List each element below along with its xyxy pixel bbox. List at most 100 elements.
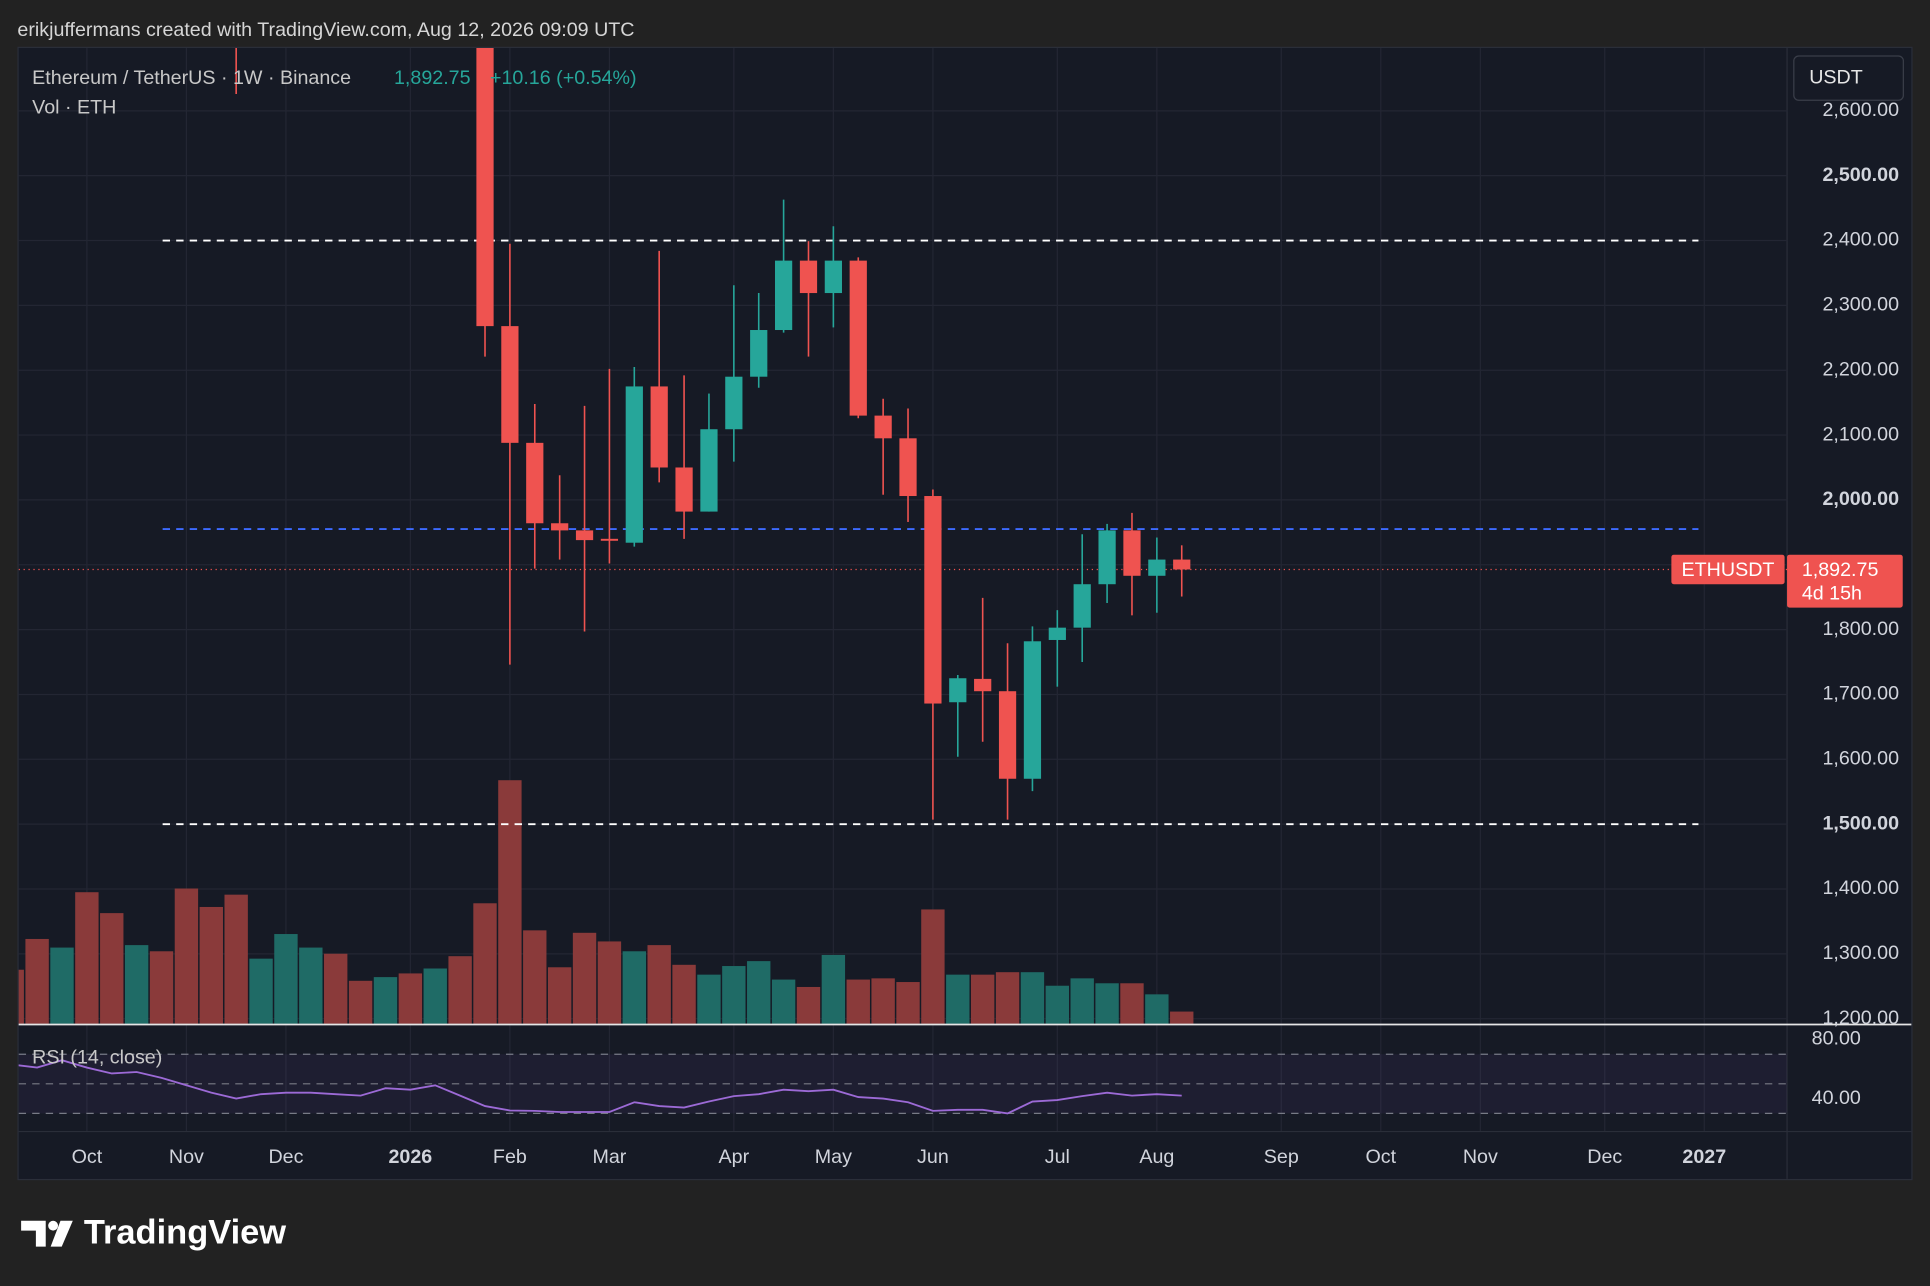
volume-bar xyxy=(597,941,622,1024)
logo-dot xyxy=(48,1220,59,1231)
volume-bar xyxy=(224,894,248,1024)
candle-body xyxy=(1173,559,1191,570)
volume-bar xyxy=(821,954,846,1024)
candle-body xyxy=(501,326,519,443)
y-tick-label: 2,300.00 xyxy=(1822,294,1899,316)
volume-bar xyxy=(25,938,49,1024)
volume-bar xyxy=(100,913,124,1024)
volume-bar xyxy=(398,973,423,1024)
candle-body xyxy=(700,429,718,512)
rsi-title: RSI (14, close) xyxy=(32,1047,162,1069)
volume-bar xyxy=(672,964,696,1024)
y-tick-label: 2,000.00 xyxy=(1822,488,1899,510)
candle-body xyxy=(874,415,892,439)
volume-bar xyxy=(697,974,721,1024)
x-tick-label: 2026 xyxy=(388,1146,432,1168)
volume-bar xyxy=(299,947,323,1024)
rsi-tick-label: 80.00 xyxy=(1812,1028,1861,1050)
brand-logo: TradingView xyxy=(21,1213,286,1251)
volume-bar xyxy=(75,892,99,1024)
volume-bar xyxy=(1145,994,1169,1024)
levels xyxy=(18,239,1788,826)
symbol-title: Ethereum / TetherUS · 1W · Binance xyxy=(32,67,351,89)
y-tick-label: 2,600.00 xyxy=(1822,99,1899,121)
volume-bar xyxy=(1020,972,1045,1024)
logo-shape xyxy=(21,1220,46,1247)
price-tag-label: 1,892.75 xyxy=(1802,559,1879,581)
volume-title: Vol · ETH xyxy=(32,96,116,118)
x-tick-label: Oct xyxy=(1365,1146,1396,1168)
volume-bar xyxy=(498,780,522,1024)
candle-body xyxy=(949,678,967,703)
ticker-tag xyxy=(1671,554,1785,585)
candle-body xyxy=(551,523,569,531)
y-tick-label: 1,700.00 xyxy=(1822,683,1899,705)
candle-body xyxy=(974,678,992,692)
volume-bar xyxy=(18,969,24,1024)
x-tick-label: Nov xyxy=(169,1146,204,1168)
volume-bar xyxy=(348,980,373,1024)
volume-bar xyxy=(149,951,174,1024)
volume-bar xyxy=(995,972,1020,1024)
candle-body xyxy=(476,47,494,327)
volume-bar xyxy=(523,930,547,1024)
volume-bar xyxy=(1120,983,1144,1024)
x-tick-label: Nov xyxy=(1463,1146,1498,1168)
candle-body xyxy=(799,260,818,294)
currency-button[interactable] xyxy=(1793,55,1904,101)
y-tick-label: 2,100.00 xyxy=(1822,423,1899,445)
x-tick-label: Oct xyxy=(72,1146,103,1168)
rsi-pane xyxy=(18,1053,1788,1115)
volume-bar xyxy=(373,977,398,1024)
candle-body xyxy=(650,386,668,468)
volume-bar xyxy=(1170,1011,1194,1024)
x-tick-label: 2027 xyxy=(1682,1146,1726,1168)
candle-body xyxy=(1148,559,1166,576)
y-tick-label: 1,800.00 xyxy=(1822,618,1899,640)
candle-body xyxy=(625,386,643,543)
volume-bar xyxy=(871,978,895,1024)
price-tag xyxy=(1787,554,1903,608)
volume-bar xyxy=(423,968,447,1024)
candle-body xyxy=(1048,627,1066,640)
volume-bar xyxy=(1070,978,1094,1024)
candle-body xyxy=(575,530,594,541)
x-tick-label: Apr xyxy=(719,1146,750,1168)
y-tick-label: 2,500.00 xyxy=(1822,164,1899,186)
volume-bar xyxy=(896,982,920,1024)
candles xyxy=(235,47,1191,820)
volume-bar xyxy=(547,967,572,1024)
y-tick-label: 1,400.00 xyxy=(1822,877,1899,899)
brand-name: TradingView xyxy=(84,1213,286,1251)
attribution: erikjuffermans created with TradingView.… xyxy=(17,19,634,41)
candle-body xyxy=(924,496,942,704)
header-price: 1,892.75 xyxy=(394,67,471,89)
volume-bar xyxy=(647,945,671,1024)
x-tick-label: Mar xyxy=(592,1146,626,1168)
candle-body xyxy=(1023,641,1042,779)
header-change: +10.16 (+0.54%) xyxy=(490,67,637,89)
volume-bar xyxy=(970,974,995,1024)
candle-body xyxy=(899,438,917,497)
candle-body xyxy=(774,260,793,331)
candle-body xyxy=(1073,584,1091,628)
x-tick-label: Sep xyxy=(1264,1146,1299,1168)
volume-bar xyxy=(473,903,497,1024)
x-tick-label: Jul xyxy=(1045,1146,1070,1168)
volume-bar xyxy=(1045,985,1070,1024)
axes: 1,200.00 1,300.00 1,400.00 1,500.00 1,600.00… xyxy=(72,99,1903,1168)
currency-label[interactable]: USDT xyxy=(1809,66,1863,88)
volume-bar xyxy=(324,953,348,1024)
volume-bar xyxy=(572,932,597,1024)
candle-body xyxy=(600,538,619,541)
candle-body xyxy=(1098,530,1116,585)
volume-bar xyxy=(846,979,870,1024)
logo-shape xyxy=(50,1220,73,1247)
candle-body xyxy=(526,442,544,524)
x-tick-label: Aug xyxy=(1139,1146,1174,1168)
x-tick-label: Jun xyxy=(917,1146,949,1168)
candle-body xyxy=(725,376,743,430)
candle-body xyxy=(1123,530,1141,576)
y-tick-label: 1,600.00 xyxy=(1822,748,1899,770)
volume-bar xyxy=(174,888,199,1024)
